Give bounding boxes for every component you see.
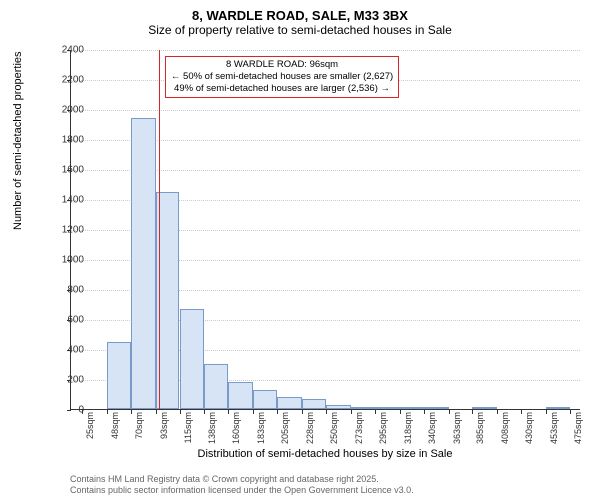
x-axis-label: Distribution of semi-detached houses by … — [70, 448, 580, 460]
histogram-bar — [180, 309, 205, 410]
ytick-label: 1600 — [44, 165, 84, 176]
ytick-label: 0 — [44, 405, 84, 416]
xtick-mark — [351, 410, 352, 414]
xtick-label: 25sqm — [85, 412, 95, 439]
xtick-label: 430sqm — [524, 412, 534, 444]
xtick-label: 385sqm — [475, 412, 485, 444]
xtick-label: 93sqm — [159, 412, 169, 439]
footer-line-1: Contains HM Land Registry data © Crown c… — [70, 474, 414, 485]
xtick-label: 48sqm — [110, 412, 120, 439]
annotation-line-3: 49% of semi-detached houses are larger (… — [171, 83, 393, 95]
histogram-bar — [424, 407, 449, 409]
xtick-label: 318sqm — [403, 412, 413, 444]
histogram-bar — [546, 407, 570, 409]
ytick-label: 1000 — [44, 255, 84, 266]
ytick-label: 800 — [44, 285, 84, 296]
xtick-mark — [326, 410, 327, 414]
footer-attribution: Contains HM Land Registry data © Crown c… — [70, 474, 414, 496]
xtick-mark — [375, 410, 376, 414]
xtick-mark — [570, 410, 571, 414]
histogram-bar — [302, 399, 326, 410]
histogram-bar — [228, 382, 253, 409]
xtick-label: 250sqm — [329, 412, 339, 444]
xtick-label: 340sqm — [427, 412, 437, 444]
ytick-label: 1200 — [44, 225, 84, 236]
xtick-mark — [277, 410, 278, 414]
histogram-bar — [253, 390, 277, 410]
xtick-mark — [204, 410, 205, 414]
page-title: 8, WARDLE ROAD, SALE, M33 3BX — [0, 8, 600, 23]
histogram-bar — [400, 407, 424, 409]
xtick-mark — [180, 410, 181, 414]
xtick-label: 138sqm — [207, 412, 217, 444]
xtick-label: 273sqm — [354, 412, 364, 444]
xtick-label: 228sqm — [305, 412, 315, 444]
xtick-mark — [400, 410, 401, 414]
xtick-mark — [424, 410, 425, 414]
annotation-line-2: ← 50% of semi-detached houses are smalle… — [171, 71, 393, 83]
annotation-box: 8 WARDLE ROAD: 96sqm← 50% of semi-detach… — [165, 56, 399, 98]
gridline — [71, 50, 580, 51]
ytick-label: 2200 — [44, 75, 84, 86]
ytick-label: 1800 — [44, 135, 84, 146]
xtick-label: 115sqm — [183, 412, 193, 443]
property-marker-line — [159, 50, 160, 409]
histogram-bar — [277, 397, 302, 409]
histogram-chart: 8 WARDLE ROAD: 96sqm← 50% of semi-detach… — [70, 50, 580, 410]
xtick-mark — [546, 410, 547, 414]
xtick-mark — [497, 410, 498, 414]
xtick-mark — [156, 410, 157, 414]
xtick-mark — [302, 410, 303, 414]
histogram-bar — [131, 118, 156, 409]
xtick-label: 453sqm — [549, 412, 559, 444]
ytick-label: 600 — [44, 315, 84, 326]
ytick-label: 400 — [44, 345, 84, 356]
xtick-mark — [228, 410, 229, 414]
histogram-bar — [375, 407, 400, 409]
xtick-label: 363sqm — [452, 412, 462, 444]
xtick-mark — [253, 410, 254, 414]
ytick-label: 2000 — [44, 105, 84, 116]
histogram-bar — [326, 405, 351, 410]
xtick-label: 160sqm — [231, 412, 241, 444]
ytick-label: 2400 — [44, 45, 84, 56]
histogram-bar — [107, 342, 131, 410]
xtick-label: 205sqm — [280, 412, 290, 444]
page-subtitle: Size of property relative to semi-detach… — [0, 23, 600, 37]
gridline — [71, 110, 580, 111]
xtick-label: 408sqm — [500, 412, 510, 444]
xtick-label: 70sqm — [134, 412, 144, 439]
ytick-label: 1400 — [44, 195, 84, 206]
xtick-mark — [472, 410, 473, 414]
xtick-mark — [521, 410, 522, 414]
xtick-label: 183sqm — [256, 412, 266, 444]
xtick-label: 475sqm — [573, 412, 583, 444]
footer-line-2: Contains public sector information licen… — [70, 485, 414, 496]
xtick-label: 295sqm — [378, 412, 388, 444]
xtick-mark — [107, 410, 108, 414]
y-axis-label: Number of semi-detached properties — [12, 51, 24, 230]
annotation-line-1: 8 WARDLE ROAD: 96sqm — [171, 59, 393, 71]
ytick-label: 200 — [44, 375, 84, 386]
xtick-mark — [131, 410, 132, 414]
histogram-bar — [351, 407, 375, 409]
histogram-bar — [204, 364, 228, 409]
histogram-bar — [472, 407, 497, 409]
xtick-mark — [449, 410, 450, 414]
